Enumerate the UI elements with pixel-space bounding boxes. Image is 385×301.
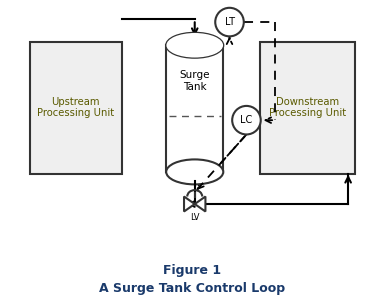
Text: Upstream
Processing Unit: Upstream Processing Unit [37,97,114,119]
Polygon shape [184,197,195,212]
Circle shape [215,8,244,36]
Text: Downstream
Processing Unit: Downstream Processing Unit [269,97,346,119]
Ellipse shape [166,33,223,57]
Text: A Surge Tank Control Loop: A Surge Tank Control Loop [99,282,286,296]
Text: LT: LT [224,17,234,27]
Bar [30,42,122,174]
Bar [260,42,355,174]
Polygon shape [195,197,206,212]
Ellipse shape [166,33,223,58]
Text: Surge
Tank: Surge Tank [179,70,210,92]
Text: LV: LV [190,213,199,222]
Text: LC: LC [240,115,253,125]
Text: Figure 1: Figure 1 [164,264,221,278]
Circle shape [232,106,261,135]
Ellipse shape [166,160,223,185]
Bar [166,45,223,172]
